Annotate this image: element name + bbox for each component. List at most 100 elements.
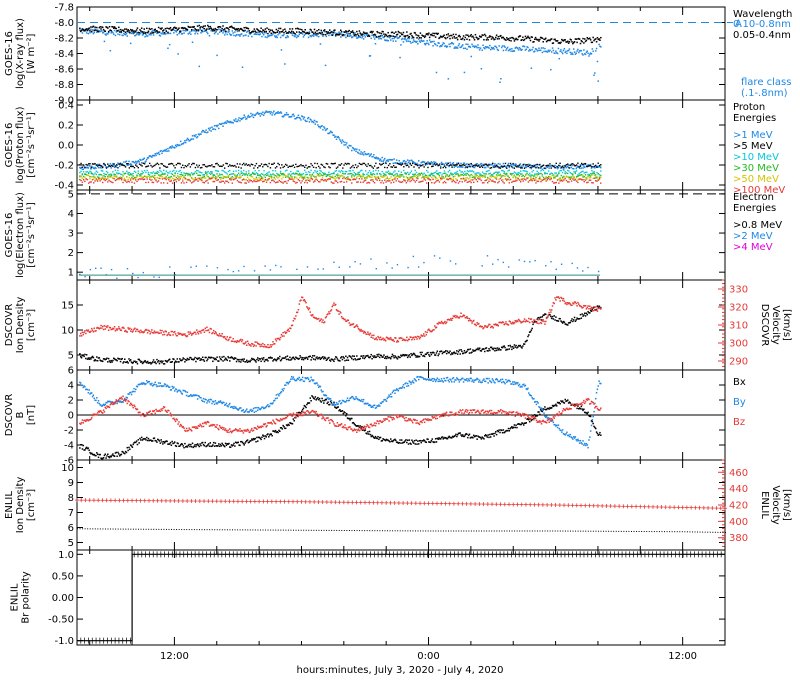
series-point bbox=[88, 27, 90, 29]
series-point bbox=[180, 166, 183, 169]
series-point bbox=[173, 331, 175, 334]
series-point bbox=[362, 152, 364, 154]
series-point bbox=[401, 162, 403, 165]
series-point bbox=[499, 163, 501, 165]
series-point bbox=[546, 39, 549, 42]
series-point bbox=[227, 181, 230, 184]
series-point bbox=[523, 175, 526, 178]
panel-frame bbox=[76, 6, 726, 101]
series-point bbox=[584, 179, 587, 181]
series-point bbox=[406, 356, 409, 359]
series-point bbox=[599, 39, 601, 42]
series-point bbox=[169, 32, 172, 35]
series-point bbox=[244, 29, 246, 32]
series-point bbox=[279, 31, 281, 33]
series-point bbox=[149, 28, 151, 31]
series-point bbox=[255, 180, 258, 183]
series-point bbox=[148, 33, 151, 36]
series-point bbox=[516, 166, 518, 168]
series-point bbox=[162, 333, 164, 336]
series-point bbox=[100, 28, 102, 30]
series-point bbox=[592, 36, 594, 39]
series-point bbox=[452, 179, 455, 182]
series-point bbox=[90, 165, 93, 168]
series-point bbox=[540, 178, 542, 181]
series-point bbox=[291, 357, 294, 359]
series-point bbox=[266, 358, 268, 361]
series-point bbox=[79, 164, 81, 166]
series-point bbox=[185, 28, 187, 30]
series-point bbox=[99, 26, 101, 28]
series-point bbox=[211, 356, 213, 359]
series-point bbox=[290, 165, 292, 168]
series-point bbox=[445, 181, 447, 184]
series-point bbox=[149, 332, 151, 335]
series-point bbox=[586, 181, 588, 184]
series-point bbox=[408, 173, 410, 176]
series-point bbox=[501, 36, 504, 39]
series-point bbox=[84, 353, 86, 356]
series-point bbox=[517, 165, 519, 167]
series-point bbox=[110, 328, 112, 331]
series-point bbox=[371, 179, 373, 181]
series-point bbox=[474, 45, 477, 48]
series-point bbox=[417, 35, 420, 37]
series-point bbox=[127, 178, 129, 181]
series-point bbox=[551, 42, 554, 45]
series-point bbox=[216, 29, 218, 31]
series-point bbox=[514, 180, 517, 182]
series-point bbox=[561, 51, 563, 53]
series-point bbox=[215, 178, 217, 181]
series-point bbox=[96, 171, 99, 174]
series-point bbox=[303, 357, 306, 359]
series-point bbox=[365, 179, 367, 181]
series-point bbox=[164, 176, 166, 179]
series-point bbox=[82, 179, 85, 181]
series-point bbox=[542, 314, 544, 316]
series-point bbox=[384, 356, 387, 358]
series-point bbox=[193, 178, 195, 181]
series-point bbox=[449, 350, 451, 352]
series-point bbox=[441, 178, 443, 180]
series-point bbox=[147, 30, 150, 32]
series-point bbox=[582, 174, 584, 177]
series-dscovr_plasma-0 bbox=[79, 305, 602, 365]
series-point bbox=[219, 26, 222, 28]
series-point bbox=[365, 153, 367, 156]
series-point bbox=[295, 172, 297, 174]
series-point bbox=[414, 173, 416, 175]
series-point bbox=[173, 178, 175, 180]
series-point bbox=[437, 32, 439, 35]
series-point bbox=[300, 175, 302, 178]
series-point bbox=[143, 331, 145, 333]
series-point bbox=[298, 165, 301, 167]
series-point bbox=[578, 50, 581, 52]
series-point bbox=[128, 30, 130, 32]
series-point bbox=[382, 160, 384, 163]
series-point bbox=[124, 28, 126, 30]
series-point bbox=[518, 259, 520, 261]
series-point bbox=[314, 123, 317, 125]
series-point bbox=[269, 112, 272, 115]
series-point bbox=[162, 150, 165, 152]
series-point bbox=[513, 174, 516, 176]
series-point bbox=[232, 165, 235, 167]
series-point bbox=[555, 174, 557, 176]
series-point bbox=[293, 176, 296, 178]
series-point bbox=[452, 161, 455, 164]
series-point bbox=[245, 182, 247, 184]
right-y-tick-label: 320 bbox=[729, 303, 748, 314]
series-point bbox=[293, 177, 296, 180]
series-point bbox=[448, 165, 450, 168]
series-point bbox=[583, 166, 586, 169]
series-point bbox=[145, 31, 147, 34]
series-point bbox=[247, 114, 250, 117]
series-point bbox=[205, 356, 207, 359]
series-point bbox=[488, 163, 490, 166]
series-point bbox=[510, 346, 512, 348]
series-point bbox=[384, 33, 387, 36]
series-point bbox=[149, 174, 151, 176]
series-point bbox=[541, 316, 544, 318]
series-point bbox=[220, 173, 222, 176]
series-point bbox=[357, 358, 360, 360]
